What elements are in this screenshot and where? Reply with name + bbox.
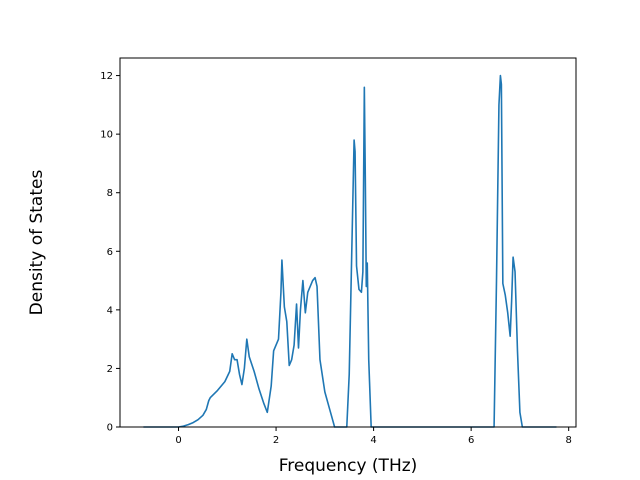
y-tick-label: 0	[107, 423, 113, 434]
axes-frame	[119, 57, 577, 428]
y-axis-ticks: 0 2 4 6 8 10 12	[100, 71, 120, 434]
x-axis-ticks: 0 2 4 6 8	[175, 427, 572, 446]
y-tick-label: 6	[107, 247, 113, 258]
x-tick-label: 6	[468, 435, 474, 446]
y-tick-label: 8	[107, 188, 113, 199]
plot-area	[143, 74, 557, 428]
y-tick-label: 4	[107, 305, 113, 316]
y-axis-label: Density of States	[27, 170, 47, 316]
y-tick-label: 2	[107, 364, 113, 375]
x-tick-label: 0	[175, 435, 181, 446]
dos-series-line-0	[143, 74, 557, 428]
x-axis-label: Frequency (THz)	[279, 456, 418, 476]
y-tick-label: 12	[100, 71, 113, 82]
y-tick-label: 10	[100, 130, 113, 141]
x-tick-label: 2	[273, 435, 279, 446]
x-tick-label: 8	[565, 435, 571, 446]
x-tick-label: 4	[370, 435, 376, 446]
